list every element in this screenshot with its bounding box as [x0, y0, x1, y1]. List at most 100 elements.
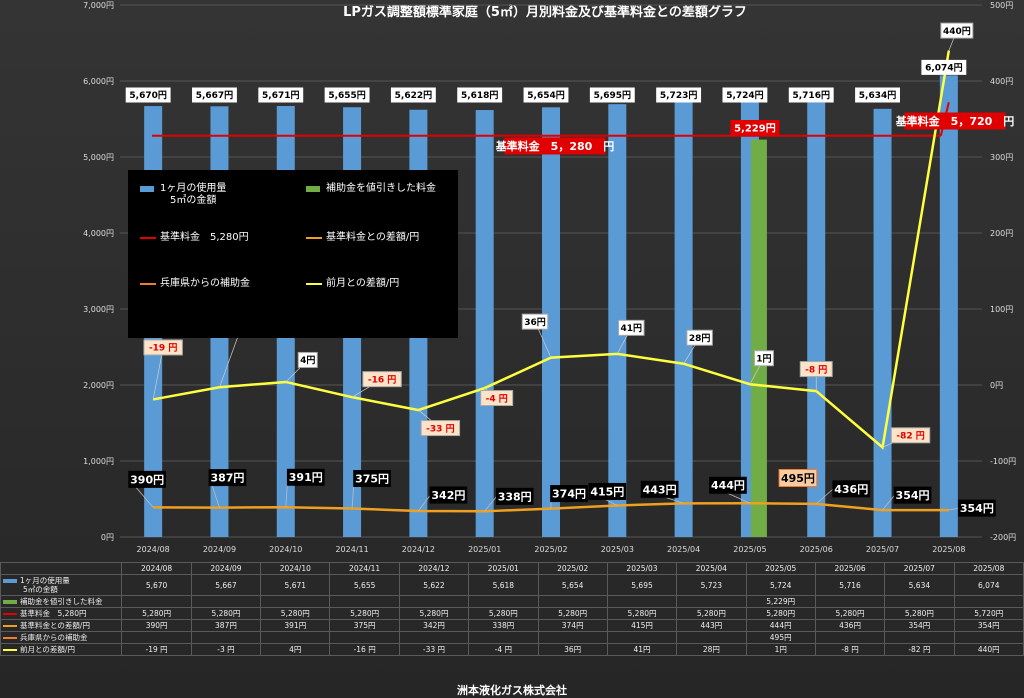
right-tick-label: -200円 [990, 533, 1016, 542]
right-tick-label: 100円 [990, 305, 1013, 314]
diff-label-box [832, 480, 871, 498]
table-cell: 354円 [884, 619, 955, 632]
legend-swatch-diff [306, 237, 322, 239]
left-tick-label: 2,000円 [83, 381, 114, 390]
prev-label-box [480, 390, 514, 407]
bar-usage-label-box [457, 87, 503, 103]
diff-label: 436円 [834, 483, 868, 496]
table-row-swatch [3, 579, 17, 583]
table-cell: 443円 [676, 619, 747, 632]
table-header-cell: 2025/02 [537, 562, 608, 575]
table-cell [676, 595, 747, 608]
table-row: 兵庫県からの補助金 495円 [0, 631, 1024, 644]
bar-subsidized-label: 5,229円 [734, 123, 776, 135]
bar-usage-label: 5,671円 [262, 90, 299, 101]
bar-usage-label: 5,723円 [660, 90, 697, 101]
left-tick-label: 0円 [101, 533, 114, 542]
prev-label: -16 円 [368, 374, 396, 385]
table-row-label: 基準料金との差額/円 [0, 619, 123, 632]
x-tick-label: 2025/01 [468, 545, 501, 554]
bar-usage-label-box [855, 87, 900, 103]
bar-usage-label-box [722, 87, 768, 103]
diff-label: 443円 [643, 483, 677, 496]
table-row: 基準料金との差額/円 390円 387円 391円 375円 342円 338円 374円 41… [0, 619, 1024, 632]
table-cell: 5,724 [745, 574, 816, 596]
prev-label-box [521, 313, 549, 330]
table-cell [606, 595, 678, 608]
bar-usage-label-box [523, 87, 569, 103]
bar-subsidized-label-box [730, 120, 780, 136]
diff-label-box [709, 476, 747, 494]
legend-diff: 基準料金との差額/円 [326, 232, 420, 243]
table-header-cell: 2025/07 [884, 562, 955, 575]
table-cell [190, 595, 262, 608]
bar-usage-label: 6,074円 [925, 63, 962, 74]
table-row: 前月との差額/円 -19 円 -3 円 4円 -16 円 -33 円 -4 円 36円 41円 2… [0, 643, 1024, 656]
diff-label: 391円 [289, 471, 323, 484]
prev-label-box [618, 319, 645, 336]
table-cell: 5,280円 [814, 607, 886, 620]
table-cell [606, 631, 678, 644]
left-tick-label: 4,000円 [83, 229, 114, 238]
right-tick-label: 500円 [990, 1, 1013, 10]
bar-usage [542, 107, 560, 538]
table-cell: 5,280円 [398, 607, 470, 620]
x-tick-label: 2025/02 [534, 545, 567, 554]
table-header-cell: 2024/08 [121, 562, 192, 575]
diff-label-box [588, 482, 627, 500]
bar-usage [807, 102, 826, 538]
table-cell: 5,720円 [953, 607, 1024, 620]
table-cell: 495円 [745, 631, 816, 644]
x-tick-label: 2024/12 [402, 545, 435, 554]
table-header-cell: 2025/01 [468, 562, 539, 575]
table-cell: 391円 [260, 619, 331, 632]
legend-base: 基準料金 5,280円 [160, 232, 249, 243]
legend-swatch-hyogo [140, 283, 156, 285]
diff-label-box [353, 470, 391, 487]
table-cell: -82 円 [884, 643, 955, 656]
table-cell: -4 円 [468, 643, 539, 656]
legend-swatch-base [140, 237, 156, 239]
table-cell: 440円 [953, 643, 1024, 656]
table-cell: 436円 [814, 619, 886, 632]
diff-label-box [640, 480, 679, 498]
prev-label: 1円 [756, 353, 771, 364]
table-cell: 342円 [398, 619, 470, 632]
hyogo-subsidy-label-box [778, 469, 818, 487]
left-tick-label: 1,000円 [83, 457, 114, 466]
prev-label: -8 円 [805, 364, 827, 375]
table-cell: 5,618 [468, 574, 539, 596]
table-cell: 5,655 [329, 574, 400, 596]
table-cell: 5,654 [537, 574, 608, 596]
legend-hyogo: 兵庫県からの補助金 [160, 278, 250, 289]
table-cell [398, 631, 470, 644]
table-cell [329, 595, 400, 608]
table-row-swatch [3, 649, 17, 651]
bar-usage-label-box [589, 87, 635, 103]
diff-label: 342円 [431, 489, 465, 502]
left-tick-label: 7,000円 [83, 1, 114, 10]
bar-usage-label-box [258, 87, 304, 103]
legend: 1ヶ月の使用量 5㎥の金額 補助金を値引きした料金 基準料金 5,280円 基準料… [128, 170, 458, 338]
table-cell: 41円 [606, 643, 678, 656]
table-cell [814, 631, 886, 644]
legend-prev: 前月との差額/円 [326, 278, 400, 289]
right-tick-label: 300円 [990, 153, 1013, 162]
table-cell [884, 595, 955, 608]
diff-label-box [550, 485, 588, 503]
legend-subsidized: 補助金を値引きした料金 [326, 183, 436, 194]
table-cell: 5,670 [121, 574, 192, 596]
table-cell: 444円 [745, 619, 816, 632]
x-tick-label: 2025/04 [667, 545, 700, 554]
prev-label: 36円 [524, 317, 546, 328]
x-tick-label: 2025/05 [733, 545, 766, 554]
table-cell: 387円 [190, 619, 262, 632]
table-header-cell: 2025/06 [814, 562, 886, 575]
table-cell: 4円 [260, 643, 331, 656]
prev-label-box [420, 420, 461, 437]
bar-usage-label-box [390, 87, 436, 103]
table-cell: 374円 [537, 619, 608, 632]
bar-usage-label-box [192, 87, 237, 103]
table-cell: 375円 [329, 619, 400, 632]
prev-label-box [143, 339, 183, 356]
